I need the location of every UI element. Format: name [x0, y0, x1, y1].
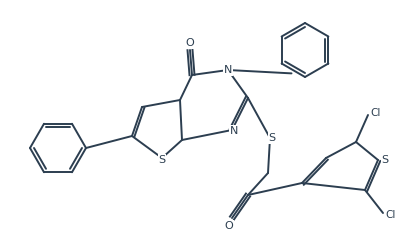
Text: Cl: Cl	[371, 108, 381, 118]
Text: S: S	[382, 155, 389, 165]
Text: O: O	[186, 38, 194, 48]
Text: S: S	[158, 155, 166, 165]
Text: S: S	[268, 133, 275, 143]
Text: Cl: Cl	[386, 210, 396, 220]
Text: N: N	[224, 65, 232, 75]
Text: N: N	[230, 126, 238, 136]
Text: O: O	[224, 221, 233, 231]
